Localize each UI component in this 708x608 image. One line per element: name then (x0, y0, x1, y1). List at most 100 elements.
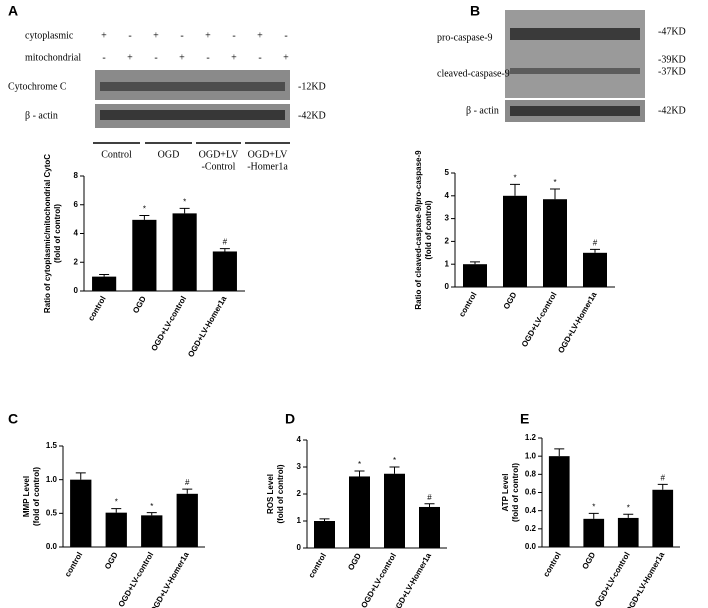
group-label: Control (101, 149, 132, 160)
x-tick-label: OGD (346, 551, 363, 571)
x-tick-label: OGD+LV-Homer1a (391, 551, 434, 608)
y-axis-label: Ratio of cytoplasmic/mitochondrial CytoC (43, 154, 52, 313)
error-bar (470, 261, 480, 265)
error-bar (354, 470, 365, 477)
sign: - (258, 52, 261, 63)
annotation: * (183, 197, 186, 206)
y-axis-label: (fold of control) (276, 464, 285, 523)
band (510, 68, 640, 74)
y-tick-label: 0.0 (525, 542, 537, 551)
x-tick-label: OGD (580, 550, 597, 570)
row-label: cytoplasmic (25, 30, 74, 41)
bar (543, 199, 567, 287)
y-axis-label: MMP Level (22, 476, 31, 517)
error-bar (111, 508, 122, 513)
x-tick-label: OGD+LV-control (149, 295, 188, 353)
bar (314, 521, 335, 548)
band-label: β - actin (25, 110, 58, 121)
sign: - (284, 30, 287, 41)
y-tick-label: 1.5 (46, 441, 58, 450)
annotation: # (427, 493, 432, 502)
sign: + (179, 52, 185, 63)
y-tick-label: 1 (445, 259, 450, 268)
group-label: OGD+LV (199, 149, 239, 160)
bar (583, 518, 605, 547)
y-tick-label: 2 (297, 489, 302, 498)
bar (132, 219, 157, 291)
error-bar (146, 512, 157, 516)
bar (141, 515, 163, 547)
x-tick-label: OGD+LV-Homer1a (624, 550, 667, 608)
error-bar (424, 503, 435, 507)
y-tick-label: 2 (445, 237, 450, 246)
bar (617, 517, 639, 547)
x-tick-label: OGD (502, 290, 519, 310)
blot-images (95, 10, 645, 128)
annotation: # (223, 238, 228, 247)
y-tick-label: 0.4 (525, 506, 537, 515)
error-bar (389, 466, 400, 474)
panel-label: C (8, 411, 18, 427)
y-axis-label: (fold of control) (53, 204, 62, 263)
bar (105, 512, 127, 547)
annotation: * (393, 456, 396, 465)
y-tick-label: 4 (297, 435, 302, 444)
annotation: * (553, 178, 556, 187)
band (510, 28, 640, 40)
x-tick-label: control (457, 291, 478, 319)
error-bar (139, 215, 150, 220)
band (100, 110, 285, 120)
sign: - (180, 30, 183, 41)
x-tick-label: control (63, 551, 84, 579)
y-tick-label: 0.2 (525, 524, 537, 533)
panel-label: B (470, 3, 480, 19)
bar (176, 493, 198, 547)
x-tick-label: control (86, 295, 107, 323)
bar (548, 456, 570, 547)
y-axis-label: (fold of control) (32, 467, 41, 526)
y-tick-label: 4 (445, 191, 450, 200)
annotation: * (358, 460, 361, 469)
error-bar (550, 188, 560, 200)
error-bar (75, 472, 86, 480)
group-label: OGD+LV (248, 149, 288, 160)
annotation: * (143, 205, 146, 214)
sign: + (127, 52, 133, 63)
x-tick-label: OGD+LV-Homer1a (149, 550, 192, 608)
y-tick-label: 4 (74, 229, 79, 238)
band-label: pro-caspase-9 (437, 32, 493, 43)
panel-label: E (520, 411, 529, 427)
size-label: -42KD (658, 105, 686, 116)
error-bar (588, 512, 599, 519)
y-tick-label: 6 (74, 200, 79, 209)
blot (505, 10, 645, 98)
y-axis-label: ROS Level (266, 474, 275, 514)
x-tick-label: OGD+LV-Homer1a (186, 294, 229, 359)
sign: + (153, 30, 159, 41)
sign: - (154, 52, 157, 63)
size-label: -42KD (298, 110, 326, 121)
x-tick-label: control (541, 551, 562, 579)
y-axis-label: (fold of control) (424, 200, 433, 259)
sign: - (232, 30, 235, 41)
y-tick-label: 3 (297, 462, 302, 471)
y-tick-label: 3 (445, 214, 450, 223)
y-tick-label: 1 (297, 516, 302, 525)
group-label: -Homer1a (247, 161, 288, 172)
error-bar (99, 273, 110, 277)
bar (92, 276, 117, 291)
sign: + (101, 30, 107, 41)
y-axis-label: (fold of control) (511, 463, 520, 522)
annotation: # (593, 238, 598, 247)
y-axis-label: Ratio of cleaved-caspase-9/pro-caspase-9 (414, 150, 423, 310)
bar (212, 251, 237, 291)
panel-label: A (8, 3, 18, 19)
y-tick-label: 0.6 (525, 488, 537, 497)
error-bar (219, 248, 230, 252)
bar (70, 479, 92, 547)
error-bar (590, 248, 600, 253)
x-tick-label: OGD+LV-control (359, 552, 398, 608)
annotation: * (513, 174, 516, 183)
bar (172, 213, 197, 291)
band-label: β - actin (466, 105, 499, 116)
